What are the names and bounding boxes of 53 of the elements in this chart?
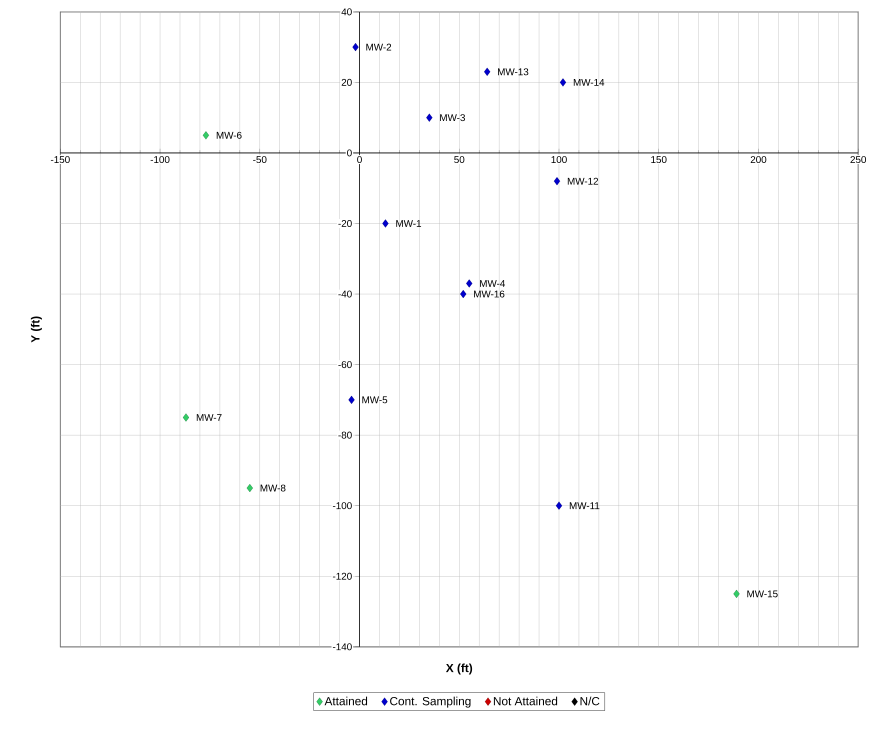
point (556, 502, 562, 510)
point (554, 177, 560, 186)
legend-label: N/C (580, 696, 600, 706)
annotation: MW-7 (196, 414, 222, 422)
point (382, 220, 389, 228)
point (466, 280, 472, 288)
y-tick-label: -100 (332, 502, 352, 510)
x-tick-label: -100 (150, 156, 170, 164)
annotation: MW-13 (498, 68, 528, 76)
x-tick-label: 200 (750, 156, 766, 164)
y-tick-label: -20 (338, 220, 352, 228)
point (484, 68, 490, 76)
x-tick-label: 50 (454, 156, 464, 164)
annotation: MW-16 (474, 290, 504, 298)
legend-label: Not Attained (494, 696, 558, 706)
y-axis-title: Y (ft) (30, 316, 42, 343)
y-tick-label: -40 (338, 290, 352, 298)
y-tick-label: 40 (341, 8, 352, 16)
annotation: MW-12 (568, 178, 598, 185)
point (460, 290, 466, 298)
x-tick-label: -150 (50, 156, 70, 164)
annotation: MW-8 (260, 484, 286, 492)
y-tick-label: -60 (338, 361, 352, 368)
legend-label: Cont. Sampling (390, 696, 471, 708)
x-tick-label: -50 (253, 156, 267, 164)
annotation: MW-5 (362, 396, 388, 404)
point (426, 114, 432, 122)
x-tick-label: 100 (552, 156, 567, 164)
point (246, 484, 253, 492)
point (202, 131, 210, 140)
point (348, 396, 355, 404)
x-tick-label: 150 (651, 156, 667, 164)
x-axis-title: X (ft) (446, 664, 472, 675)
y-tick-label: 0 (347, 150, 352, 157)
x-tick-label: 0 (357, 156, 362, 164)
point (560, 78, 566, 87)
point (182, 414, 190, 422)
point (352, 43, 359, 52)
y-tick-label: -120 (332, 572, 352, 580)
point (733, 590, 740, 598)
legend-label: Attained (324, 696, 368, 706)
annotation: MW-1 (396, 220, 422, 228)
y-tick-label: -80 (338, 432, 352, 439)
x-tick-label: 250 (850, 156, 866, 164)
annotation: MW-15 (747, 590, 778, 598)
y-tick-label: -140 (332, 644, 352, 650)
annotation: MW-2 (366, 44, 392, 51)
annotation: MW-11 (570, 502, 600, 510)
y-tick-label: 20 (342, 79, 352, 86)
annotation: MW-14 (574, 79, 604, 86)
annotation: MW-4 (480, 280, 506, 288)
annotation: MW-3 (440, 114, 465, 122)
annotation: MW-6 (216, 132, 242, 139)
